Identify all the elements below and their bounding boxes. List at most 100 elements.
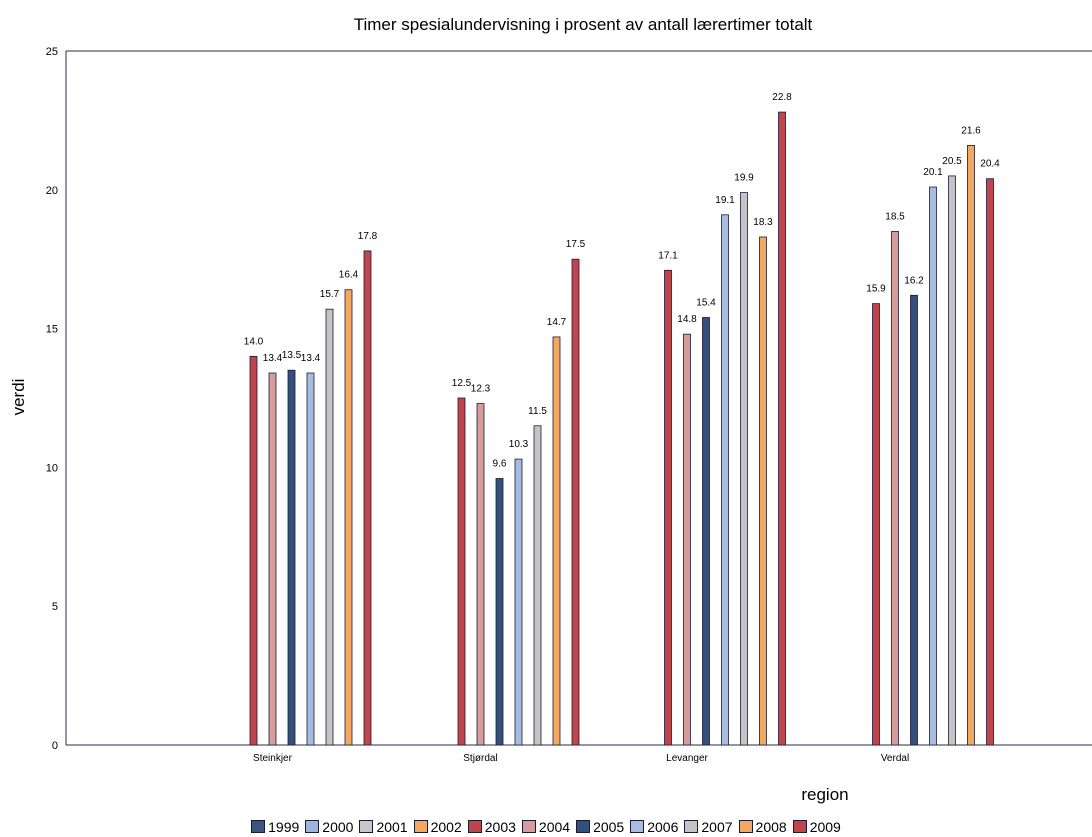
bar-2006-verdal	[929, 186, 937, 746]
y-tick-label: 25	[46, 46, 58, 58]
bar-2004-stjørdal	[476, 403, 485, 746]
bar-2003-levanger	[664, 269, 672, 746]
data-label: 18.5	[885, 211, 905, 222]
legend-label: 2000	[322, 819, 354, 836]
legend-item-2008: 2008	[738, 819, 787, 836]
legend: 1999 2000 2001 2002 2003 2004 2005 2006 2007 2008…	[0, 818, 1092, 835]
legend-label: 2004	[538, 819, 571, 836]
y-tick-label: 20	[46, 185, 58, 197]
bar-2005-stjørdal	[495, 478, 504, 746]
bar-2007-steinkjer	[325, 308, 334, 746]
legend-swatch	[630, 820, 645, 834]
data-label: 16.4	[339, 270, 359, 281]
bar-2009-stjørdal	[571, 258, 580, 746]
legend-item-2005: 2005	[576, 819, 624, 835]
bar-2008-levanger	[759, 236, 767, 746]
data-label: 15.9	[866, 284, 886, 295]
bar-2008-steinkjer	[344, 289, 353, 746]
data-label: 12.5	[452, 378, 472, 389]
bar-2003-steinkjer	[249, 355, 258, 746]
legend-label: 2007	[701, 819, 733, 836]
chart-title: Timer spesialundervisning i prosent av a…	[354, 15, 813, 34]
bar-2007-verdal	[948, 175, 956, 746]
data-label: 21.6	[961, 125, 981, 136]
data-label: 17.8	[358, 231, 378, 242]
bar-2004-verdal	[891, 231, 899, 746]
x-category-label: Levanger	[666, 753, 708, 764]
x-axis-label: region	[801, 785, 848, 804]
data-label: 18.3	[753, 217, 773, 228]
legend-swatch	[792, 820, 807, 834]
legend-label: 2003	[484, 819, 516, 836]
bar-2004-steinkjer	[268, 372, 277, 746]
bar-2006-stjørdal	[514, 458, 523, 746]
data-label: 16.2	[904, 275, 924, 286]
data-label: 19.1	[715, 195, 735, 206]
y-axis-label: verdi	[9, 379, 28, 416]
bar-2009-verdal	[986, 178, 994, 746]
y-tick-label: 10	[46, 462, 58, 474]
data-label: 12.3	[471, 384, 491, 395]
data-label: 19.9	[734, 173, 754, 184]
data-label: 22.8	[772, 92, 792, 103]
legend-label: 1999	[268, 819, 300, 836]
bar-chart: Timer spesialundervisning i prosent av a…	[9, 15, 1092, 804]
legend-label: 2001	[376, 819, 408, 836]
x-category-label: Stjørdal	[463, 753, 497, 764]
data-label: 14.0	[244, 336, 264, 347]
x-category-label: Verdal	[881, 753, 909, 764]
legend-swatch	[305, 820, 320, 834]
legend-item-2000: 2000	[305, 819, 353, 835]
legend-swatch	[413, 820, 428, 834]
legend-swatch	[738, 820, 753, 834]
bar-2008-verdal	[967, 144, 975, 746]
legend-swatch	[467, 820, 482, 834]
data-label: 13.4	[301, 353, 321, 364]
data-label: 10.3	[509, 439, 529, 450]
legend-label: 2002	[430, 819, 462, 836]
legend-item-2001: 2001	[359, 819, 408, 836]
legend-swatch	[251, 820, 266, 834]
data-label: 11.5	[528, 406, 547, 417]
legend-swatch	[521, 820, 536, 834]
bar-2005-verdal	[910, 294, 918, 746]
bar-2007-stjørdal	[533, 425, 542, 746]
legend-label: 2005	[593, 819, 625, 836]
data-label: 17.5	[566, 239, 586, 250]
bar-2005-levanger	[702, 317, 710, 746]
bar-2003-stjørdal	[457, 397, 466, 746]
legend-item-2007: 2007	[684, 819, 733, 836]
legend-item-2002: 2002	[413, 819, 462, 836]
data-label: 20.1	[923, 167, 943, 178]
data-label: 14.8	[677, 314, 697, 325]
data-label: 13.5	[282, 350, 302, 361]
bar-2006-steinkjer	[306, 372, 315, 746]
legend-swatch	[684, 820, 699, 834]
legend-item-2006: 2006	[630, 819, 678, 835]
y-tick-label: 5	[52, 601, 58, 613]
legend-swatch	[359, 820, 374, 834]
bar-2009-levanger	[778, 111, 786, 746]
bar-2006-levanger	[721, 214, 729, 746]
bar-2005-steinkjer	[287, 369, 296, 746]
data-label: 13.4	[263, 353, 283, 364]
legend-label: 2006	[647, 819, 679, 836]
data-label: 15.4	[696, 297, 716, 308]
data-label: 17.1	[658, 250, 678, 261]
data-label: 14.7	[547, 317, 567, 328]
y-tick-label: 15	[46, 324, 58, 336]
legend-item-2004: 2004	[521, 819, 571, 836]
legend-label: 2009	[809, 819, 841, 836]
bar-2008-stjørdal	[552, 336, 561, 746]
data-label: 15.7	[320, 289, 340, 300]
bar-2009-steinkjer	[363, 250, 372, 746]
data-label: 9.6	[493, 459, 507, 470]
data-label: 20.4	[980, 159, 1000, 170]
legend-item-2003: 2003	[467, 819, 516, 836]
legend-swatch	[576, 820, 591, 834]
bar-2003-verdal	[872, 303, 880, 746]
bar-2004-levanger	[683, 333, 691, 746]
data-label: 20.5	[942, 156, 962, 167]
legend-label: 2008	[755, 819, 787, 836]
x-category-label: Steinkjer	[253, 753, 293, 764]
